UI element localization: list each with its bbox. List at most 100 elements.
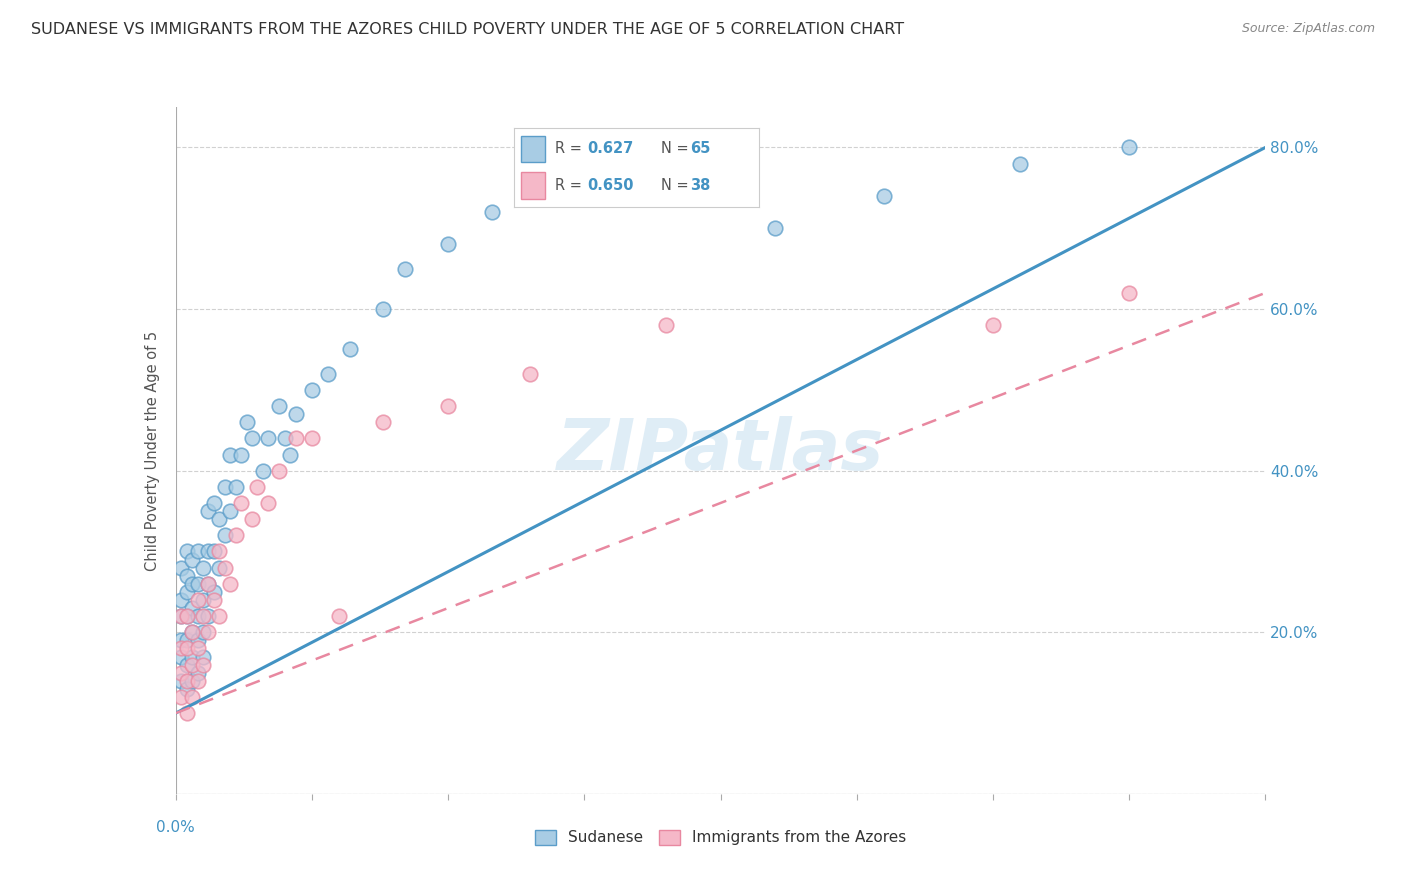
Point [208, 560, 231, 574]
Point [176, 706, 198, 720]
Point [176, 673, 198, 688]
Point [176, 681, 198, 696]
Point [208, 544, 231, 558]
Point [202, 585, 225, 599]
Point [208, 512, 231, 526]
Point [437, 399, 460, 413]
Point [181, 576, 204, 591]
Point [519, 367, 541, 381]
Point [301, 383, 323, 397]
Point [170, 633, 193, 648]
Point [186, 665, 209, 680]
Point [191, 625, 214, 640]
Point [274, 431, 297, 445]
Point [181, 601, 204, 615]
Point [214, 528, 236, 542]
Point [197, 576, 219, 591]
Point [186, 593, 209, 607]
Point [284, 407, 307, 421]
Point [170, 673, 193, 688]
Point [1118, 140, 1140, 154]
Point [170, 641, 193, 656]
Point [682, 181, 704, 195]
Point [600, 148, 623, 162]
Y-axis label: Child Poverty Under the Age of 5: Child Poverty Under the Age of 5 [145, 330, 160, 571]
Point [176, 633, 198, 648]
Point [252, 464, 274, 478]
Point [225, 480, 247, 494]
Point [186, 544, 209, 558]
Point [191, 593, 214, 607]
Point [181, 690, 204, 704]
Point [170, 609, 193, 624]
Point [240, 431, 263, 445]
Point [176, 544, 198, 558]
Point [186, 609, 209, 624]
Point [197, 504, 219, 518]
Point [655, 318, 678, 333]
Point [191, 657, 214, 672]
Point [763, 221, 786, 235]
Point [181, 649, 204, 664]
Point [231, 496, 253, 510]
Point [186, 673, 209, 688]
Point [318, 367, 340, 381]
Point [394, 261, 416, 276]
Point [176, 609, 198, 624]
Point [202, 593, 225, 607]
Point [176, 585, 198, 599]
Point [437, 237, 460, 252]
Point [170, 593, 193, 607]
Point [181, 625, 204, 640]
Point [191, 649, 214, 664]
Point [301, 431, 323, 445]
Point [534, 173, 557, 187]
Point [197, 544, 219, 558]
Point [219, 576, 242, 591]
Point [214, 560, 236, 574]
Point [186, 641, 209, 656]
Point [235, 415, 257, 429]
Text: 0.0%: 0.0% [156, 820, 195, 835]
Point [176, 568, 198, 582]
Point [170, 560, 193, 574]
Point [1010, 156, 1032, 170]
Point [269, 399, 291, 413]
Point [328, 609, 350, 624]
Point [981, 318, 1004, 333]
Point [170, 665, 193, 680]
Point [181, 657, 204, 672]
Point [481, 205, 503, 219]
Point [197, 609, 219, 624]
Point [181, 673, 204, 688]
Point [214, 480, 236, 494]
Point [225, 528, 247, 542]
Point [170, 609, 193, 624]
Point [176, 657, 198, 672]
Point [197, 576, 219, 591]
Point [191, 560, 214, 574]
Point [197, 625, 219, 640]
Point [181, 625, 204, 640]
Text: Source: ZipAtlas.com: Source: ZipAtlas.com [1241, 22, 1375, 36]
Point [202, 544, 225, 558]
Point [246, 480, 269, 494]
Legend: Sudanese, Immigrants from the Azores: Sudanese, Immigrants from the Azores [529, 823, 912, 852]
Point [176, 641, 198, 656]
Point [257, 496, 280, 510]
Point [219, 448, 242, 462]
Point [371, 301, 394, 316]
Point [278, 448, 301, 462]
Point [186, 576, 209, 591]
Point [284, 431, 307, 445]
Point [191, 609, 214, 624]
Point [339, 343, 361, 357]
Point [257, 431, 280, 445]
Point [219, 504, 242, 518]
Point [181, 552, 204, 566]
Point [186, 633, 209, 648]
Point [170, 690, 193, 704]
Point [208, 609, 231, 624]
Point [873, 189, 896, 203]
Point [202, 496, 225, 510]
